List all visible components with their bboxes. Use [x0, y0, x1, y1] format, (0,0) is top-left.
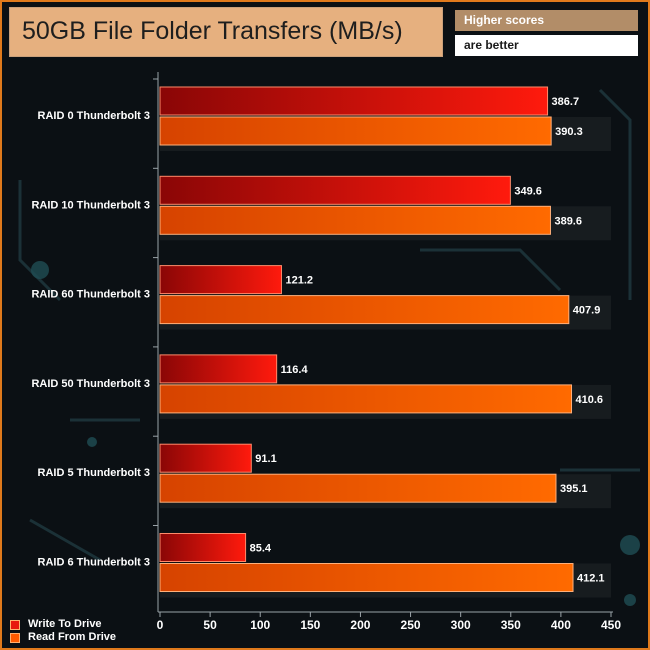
data-label-read: 389.6: [554, 215, 582, 227]
bar-write: [159, 533, 247, 562]
bar-read: [159, 473, 557, 503]
note-higher-box: Higher scores: [455, 10, 638, 31]
background-trace: [18, 180, 62, 302]
bar-write: [159, 175, 511, 205]
background-node: [87, 437, 97, 447]
background-node: [31, 261, 49, 279]
data-label-write: 91.1: [255, 453, 276, 465]
x-tick-label: 400: [551, 618, 571, 632]
data-label-read: 395.1: [560, 483, 588, 495]
category-label: RAID 10 Thunderbolt 3: [31, 199, 150, 211]
x-tick-label: 350: [501, 618, 521, 632]
background-trace: [29, 518, 101, 562]
x-tick-label: 50: [203, 618, 217, 632]
legend-label-read: Read From Drive: [28, 631, 117, 643]
bar-write: [159, 86, 549, 116]
background-trace: [420, 248, 562, 292]
legend-swatch-read: [10, 633, 20, 643]
data-label-read: 412.1: [577, 573, 605, 585]
data-label-write: 349.6: [514, 185, 542, 197]
bar-write: [159, 265, 282, 295]
background-node: [624, 594, 636, 606]
category-label: RAID 6 Thunderbolt 3: [38, 557, 150, 569]
data-label-write: 85.4: [250, 543, 272, 555]
bar-read: [159, 384, 573, 414]
bar-read: [159, 295, 570, 325]
background-decor: [18, 88, 640, 606]
legend-swatch-write: [10, 620, 20, 630]
bar-write: [159, 443, 252, 473]
chart-title: 50GB File Folder Transfers (MB/s): [22, 17, 403, 45]
data-label-read: 407.9: [573, 305, 601, 317]
category-label: RAID 50 Thunderbolt 3: [31, 378, 150, 390]
bar-read: [159, 205, 551, 235]
note-better-text: are better: [464, 38, 519, 52]
axis-group: 0 50 100 150 200 250 300 350 400 450: [153, 72, 621, 632]
background-trace: [598, 88, 632, 300]
note-higher-text: Higher scores: [464, 13, 545, 27]
data-label-write: 116.4: [281, 364, 309, 376]
x-tick-label: 150: [300, 618, 320, 632]
data-label-read: 410.6: [576, 394, 604, 406]
data-label-read: 390.3: [555, 126, 583, 138]
category-label: RAID 5 Thunderbolt 3: [38, 467, 150, 479]
x-tick-label: 450: [601, 618, 621, 632]
data-label-write: 386.7: [552, 96, 580, 108]
x-tick-label: 100: [250, 618, 270, 632]
legend-label-write: Write To Drive: [28, 618, 102, 630]
x-tick-label: 250: [401, 618, 421, 632]
data-label-write: 121.2: [285, 275, 313, 287]
note-better-box: are better: [455, 35, 638, 56]
x-tick-label: 200: [350, 618, 370, 632]
category-label: RAID 60 Thunderbolt 3: [31, 289, 150, 301]
title-box: 50GB File Folder Transfers (MB/s): [9, 7, 443, 57]
category-label: RAID 0 Thunderbolt 3: [38, 110, 150, 122]
bars-group: RAID 0 Thunderbolt 3 386.7 390.3 RAID 10 Th…: [31, 86, 605, 592]
bar-read: [159, 116, 552, 146]
bar-write: [159, 354, 278, 384]
x-tick-label: 300: [451, 618, 471, 632]
background-node: [620, 535, 640, 555]
bar-read: [159, 563, 574, 592]
x-tick-label: 0: [157, 618, 164, 632]
